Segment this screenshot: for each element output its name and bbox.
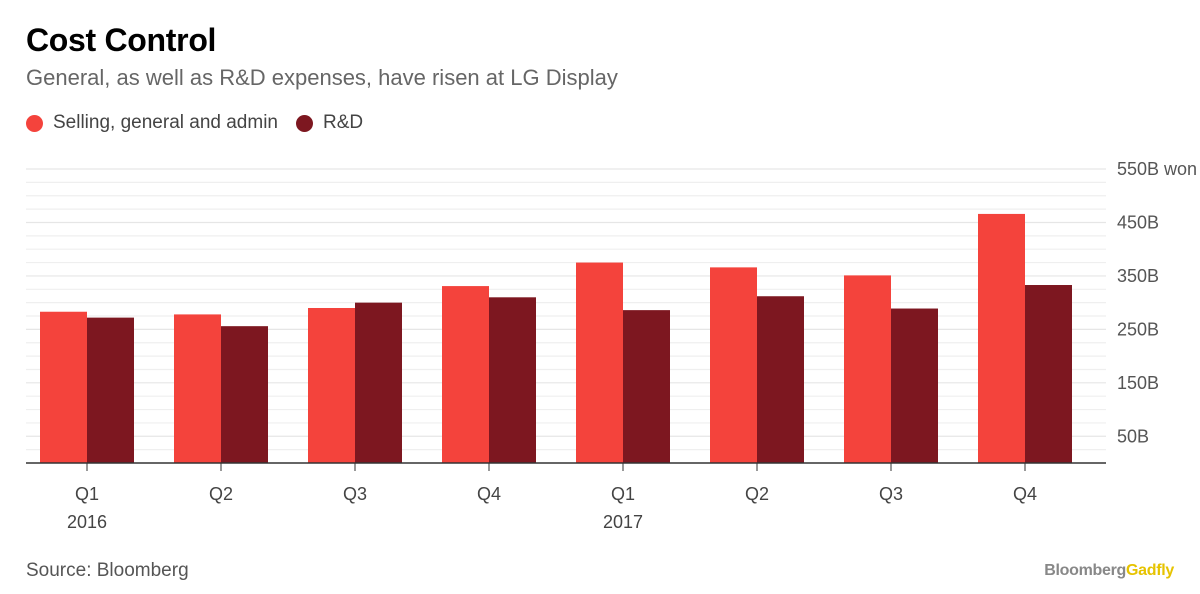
bar-sga <box>40 311 87 463</box>
x-year-label: 2017 <box>603 512 643 532</box>
bar-sga <box>442 286 489 463</box>
x-year-label: 2016 <box>67 512 107 532</box>
legend: Selling, general and admin R&D <box>26 112 381 134</box>
x-tick-label: Q3 <box>879 484 903 504</box>
bar-rnd <box>221 326 268 463</box>
y-tick-label: 550B won <box>1117 159 1197 179</box>
x-tick-label: Q4 <box>1013 484 1037 504</box>
chart-title: Cost Control <box>26 22 217 58</box>
bar-rnd <box>355 302 402 463</box>
source-note: Source: Bloomberg <box>26 560 189 581</box>
chart-subtitle: General, as well as R&D expenses, have r… <box>26 65 618 90</box>
y-tick-label: 350B <box>1117 266 1159 286</box>
bar-rnd <box>489 297 536 463</box>
x-tick-label: Q1 <box>75 484 99 504</box>
y-tick-label: 50B <box>1117 426 1149 446</box>
bar-sga <box>710 267 757 463</box>
y-tick-label: 150B <box>1117 373 1159 393</box>
legend-swatch-rnd <box>296 114 313 132</box>
x-tick-label: Q3 <box>343 484 367 504</box>
x-tick-label: Q4 <box>477 484 501 504</box>
bar-rnd <box>757 296 804 463</box>
bar-sga <box>576 262 623 463</box>
bar-rnd <box>87 317 134 463</box>
legend-label-sga: Selling, general and admin <box>53 112 278 133</box>
bar-sga <box>174 314 221 463</box>
x-tick-label: Q2 <box>209 484 233 504</box>
bar-sga <box>308 307 355 463</box>
bar-rnd <box>623 310 670 463</box>
brand-accent: Gadfly <box>1126 562 1174 579</box>
y-tick-label: 250B <box>1117 319 1159 339</box>
legend-swatch-sga <box>26 114 43 132</box>
legend-item-sga: Selling, general and admin <box>26 112 278 134</box>
brand-main: Bloomberg <box>1044 562 1126 579</box>
y-tick-label: 450B <box>1117 212 1159 232</box>
bar-rnd <box>891 308 938 463</box>
legend-label-rnd: R&D <box>323 112 364 133</box>
bar-rnd <box>1025 285 1072 463</box>
x-tick-label: Q2 <box>745 484 769 504</box>
bar-sga <box>978 213 1025 463</box>
legend-item-rnd: R&D <box>296 112 363 134</box>
brand-logo: BloombergGadfly <box>1044 562 1174 580</box>
bar-sga <box>844 275 891 463</box>
x-tick-label: Q1 <box>611 484 635 504</box>
